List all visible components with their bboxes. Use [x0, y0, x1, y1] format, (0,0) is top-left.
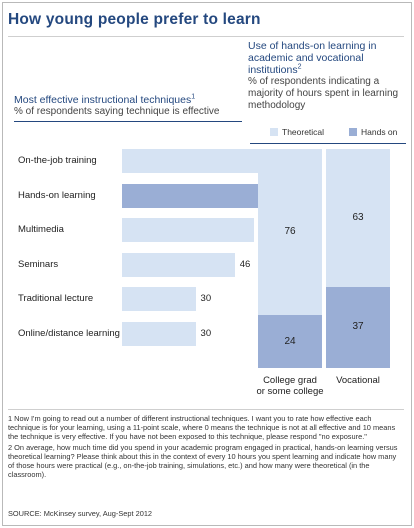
legend-label-hands-on: Hands on — [361, 127, 398, 137]
legend-swatch-theoretical — [270, 128, 278, 136]
bar-value-label: 30 — [200, 293, 212, 305]
legend-divider — [250, 143, 406, 144]
bar-value-label: 30 — [200, 328, 212, 339]
stacked-chart-legend: Theoretical Hands on — [250, 126, 410, 142]
left-panel-underline — [14, 121, 242, 122]
right-panel-header: Use of hands-on learning in academic and… — [248, 40, 406, 112]
legend-label-theoretical: Theoretical — [282, 127, 325, 137]
bar-category-label: Seminars — [18, 258, 59, 270]
bar-category-label: On-the-job training — [18, 155, 97, 166]
left-panel-heading: Most effective instructional techniques1 — [14, 93, 246, 107]
right-panel-subheading: % of respondents indicating a majority o… — [248, 76, 399, 111]
bar-value-label: 46 — [239, 258, 251, 270]
bar — [122, 252, 235, 277]
segment-value-hands-on: 37 — [352, 321, 364, 333]
segment-value-theoretical: 63 — [352, 211, 364, 223]
left-panel-footnote-marker: 1 — [191, 93, 196, 101]
bar-category-label: Hands-on learning — [18, 189, 96, 201]
page-title: How young people prefer to learn — [8, 11, 261, 28]
right-panel-footnote-marker: 2 — [297, 63, 302, 71]
bar — [122, 218, 255, 243]
bar — [122, 287, 196, 312]
right-panel-heading-text: Use of hands-on learning in academic and… — [248, 40, 377, 76]
bar-category-label: Multimedia — [18, 224, 64, 236]
footnote-1: 1 Now I'm going to read out a number of … — [8, 414, 396, 441]
legend-swatch-hands-on — [349, 128, 357, 136]
left-panel-header: Most effective instructional techniques1… — [14, 94, 246, 122]
right-panel-heading: Use of hands-on learning in academic and… — [248, 40, 406, 76]
bar-category-label: Online/distance learning — [18, 328, 120, 339]
title-divider — [8, 36, 404, 37]
footnote-divider — [8, 409, 404, 410]
footnote-2: 2 On average, how much time did you spen… — [8, 443, 398, 479]
bar — [122, 183, 265, 208]
bar — [122, 149, 274, 173]
source-note: SOURCE: McKinsey survey, Aug-Sept 2012 — [8, 509, 153, 518]
left-panel-heading-text: Most effective instructional techniques — [14, 94, 192, 106]
bar-category-label: Traditional lecture — [18, 293, 94, 305]
stacked-segment-theoretical — [258, 149, 322, 316]
segment-value-theoretical: 76 — [284, 226, 296, 238]
left-panel-subheading: % of respondents saying technique is eff… — [14, 106, 220, 117]
stacked-segment-hands-on — [258, 315, 322, 368]
column-category-label: Vocational — [336, 375, 380, 386]
footnotes: 1 Now I'm going to read out a number of … — [8, 414, 404, 481]
stacked-segment-hands-on — [326, 286, 390, 368]
column-category-label: College grad or some college — [256, 375, 324, 397]
segment-value-hands-on: 24 — [284, 335, 296, 347]
bar — [122, 322, 196, 346]
stacked-segment-theoretical — [326, 149, 390, 287]
